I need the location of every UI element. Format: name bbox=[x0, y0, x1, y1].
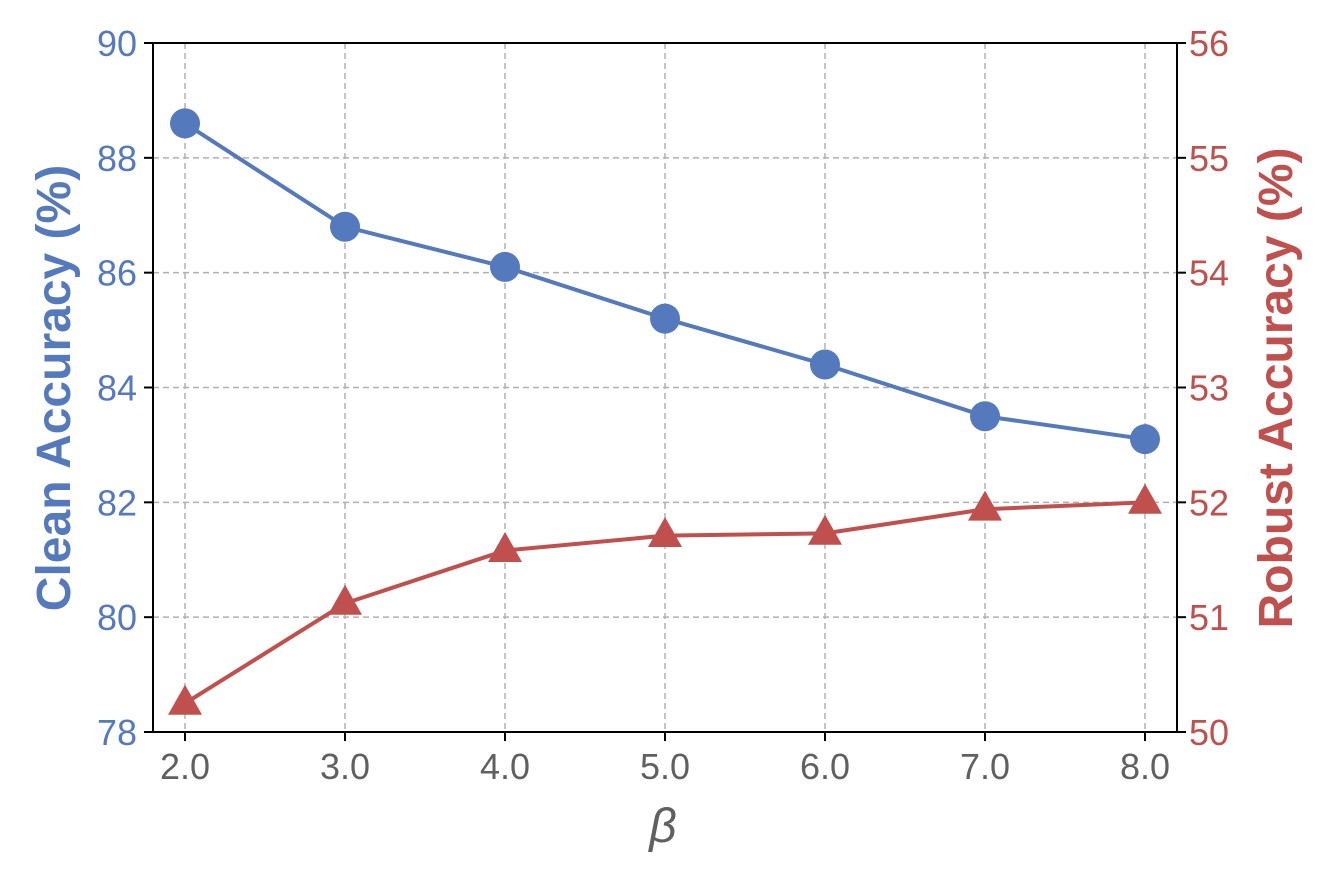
series-layer bbox=[168, 108, 1162, 715]
series-line-left bbox=[183, 121, 1146, 442]
data-point-left bbox=[970, 401, 1000, 432]
data-point-left bbox=[650, 303, 680, 334]
labels-layer: β Clean Accuracy (%) Robust Accuracy (%) bbox=[28, 148, 1303, 853]
x-tick-label: 8.0 bbox=[1120, 746, 1170, 787]
y-right-tick-label: 51 bbox=[1189, 597, 1229, 638]
data-point-left bbox=[490, 251, 520, 282]
y-right-tick-label: 54 bbox=[1189, 253, 1229, 294]
data-point-right bbox=[328, 584, 362, 615]
y-right-tick-label: 50 bbox=[1189, 712, 1229, 753]
x-tick-label: 6.0 bbox=[800, 746, 850, 787]
data-point-left bbox=[810, 349, 840, 380]
data-point-left bbox=[330, 211, 360, 242]
data-point-right bbox=[808, 514, 842, 545]
data-point-right bbox=[1128, 483, 1162, 514]
grid-lines bbox=[153, 43, 1177, 732]
y-axis-left-label: Clean Accuracy (%) bbox=[28, 165, 81, 611]
x-tick-label: 4.0 bbox=[480, 746, 530, 787]
y-axis-right-label: Robust Accuracy (%) bbox=[1250, 148, 1303, 629]
y-left-tick-label: 88 bbox=[97, 138, 137, 179]
data-point-right bbox=[968, 490, 1002, 521]
y-left-tick-label: 78 bbox=[97, 712, 137, 753]
x-tick-label: 7.0 bbox=[960, 746, 1010, 787]
data-point-right bbox=[168, 684, 202, 715]
data-point-right bbox=[648, 517, 682, 548]
data-point-right bbox=[488, 531, 522, 562]
y-right-tick-label: 55 bbox=[1189, 138, 1229, 179]
data-point-left bbox=[1130, 424, 1160, 455]
x-axis-label: β bbox=[647, 800, 676, 853]
y-right-tick-label: 56 bbox=[1189, 23, 1229, 64]
x-tick-label: 5.0 bbox=[640, 746, 690, 787]
x-tick-label: 3.0 bbox=[320, 746, 370, 787]
ticks-layer: 2.0 3.0 4.0 5.0 6.0 7.0 8.0 78 80 82 84 86 88 90 50 51 5… bbox=[97, 23, 1229, 787]
y-left-tick-label: 86 bbox=[97, 253, 137, 294]
x-tick-label: 2.0 bbox=[160, 746, 210, 787]
y-left-tick-label: 80 bbox=[97, 597, 137, 638]
y-left-tick-label: 84 bbox=[97, 368, 137, 409]
y-right-tick-label: 53 bbox=[1189, 368, 1229, 409]
data-point-left bbox=[170, 108, 200, 139]
y-left-tick-label: 90 bbox=[97, 23, 137, 64]
y-right-tick-label: 52 bbox=[1189, 482, 1229, 523]
y-left-tick-label: 82 bbox=[97, 482, 137, 523]
